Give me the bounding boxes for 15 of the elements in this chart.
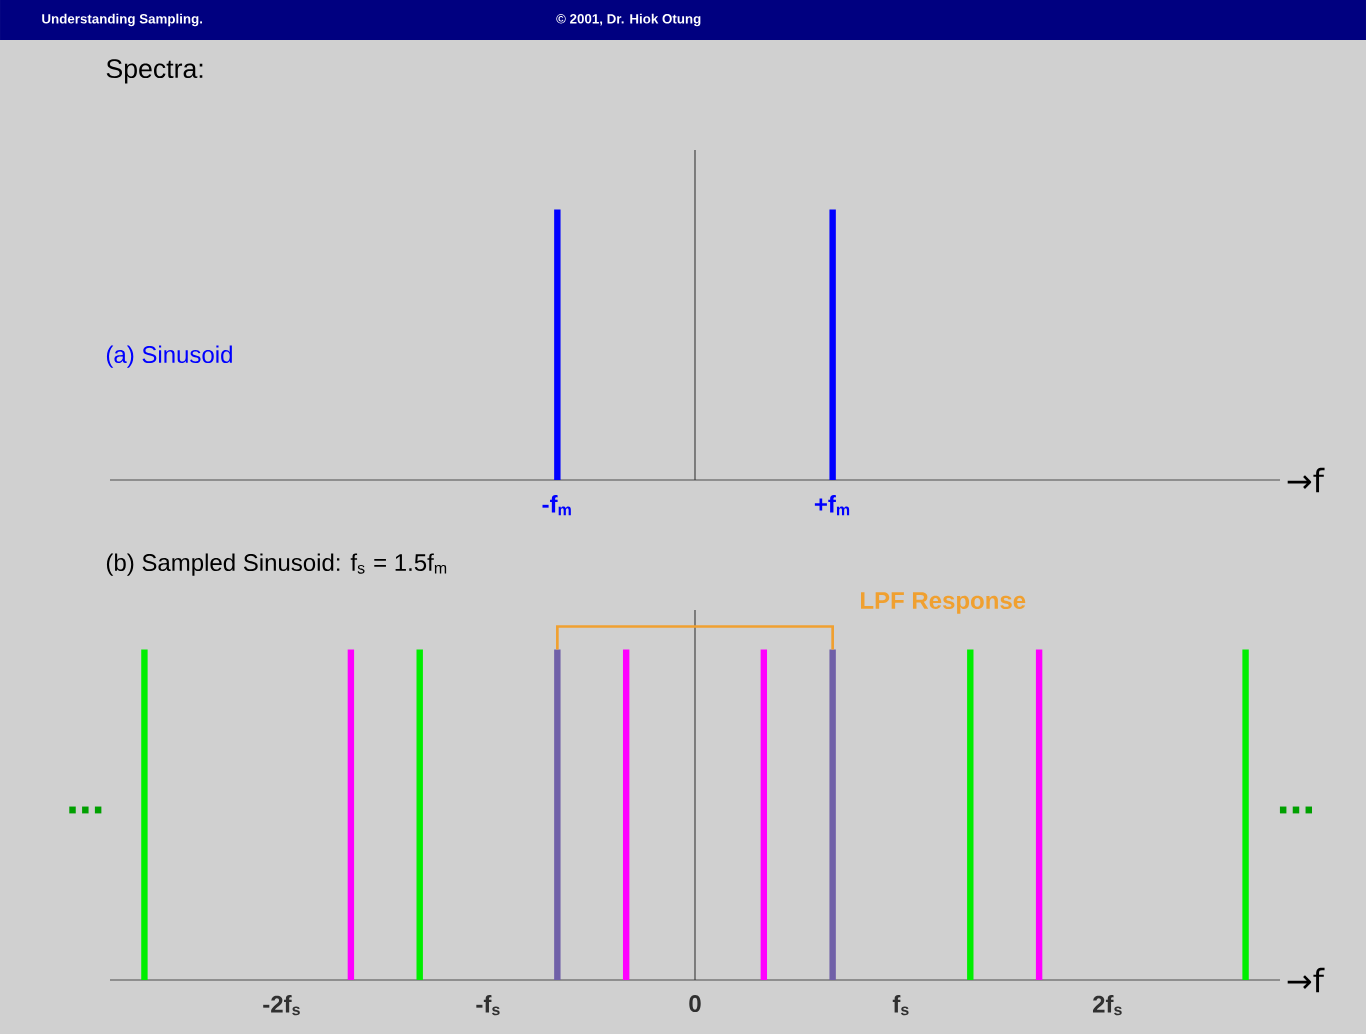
annotation: (a) Sinusoid [106, 345, 232, 368]
x-axis-title: →f [1287, 967, 1325, 993]
x-axis-title: →f [1287, 467, 1325, 493]
x-tick-label: -f$_{s}$ [476, 995, 500, 1016]
x-tick-label: -f$_{m}$ [542, 495, 571, 516]
x-tick-label: -2f$_{s}$ [263, 995, 300, 1016]
x-tick-label: 0 [689, 995, 701, 1013]
annotation: ... [1279, 806, 1313, 814]
chart-title: Spectra: [106, 59, 203, 84]
chart-title: (b) Sampled Sinusoid: f$_{s}$ = 1.5f$_{m}$ [106, 553, 447, 576]
text: ... [69, 806, 102, 814]
x-tick-label: f$_{s}$ [892, 995, 909, 1016]
x-tick-label: +f$_{m}$ [814, 495, 850, 516]
text: LPF Response [861, 592, 1026, 614]
x-tick-label: 2f$_{s}$ [1092, 995, 1122, 1016]
